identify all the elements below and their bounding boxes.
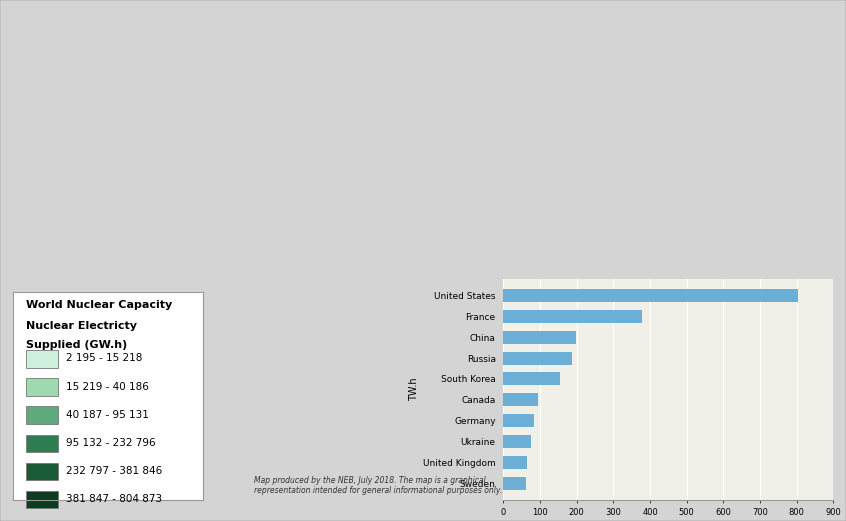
Text: Nuclear Electricty: Nuclear Electricty [26, 321, 137, 331]
Text: World Nuclear Capacity: World Nuclear Capacity [26, 300, 173, 310]
Text: Map produced by the NEB, July 2018. The map is a graphical
representation intend: Map produced by the NEB, July 2018. The … [254, 476, 502, 495]
Text: 15 219 - 40 186: 15 219 - 40 186 [66, 381, 149, 392]
Bar [503, 289, 799, 302]
Text: 2 195 - 15 218: 2 195 - 15 218 [66, 353, 142, 364]
FancyBboxPatch shape [26, 435, 58, 452]
Bar [503, 435, 531, 448]
Text: 381 847 - 804 873: 381 847 - 804 873 [66, 494, 162, 504]
FancyBboxPatch shape [26, 378, 58, 396]
FancyBboxPatch shape [26, 350, 58, 368]
Bar [503, 477, 525, 490]
Y-axis label: TW.h: TW.h [409, 378, 419, 401]
Bar [503, 393, 538, 406]
FancyBboxPatch shape [26, 406, 58, 424]
FancyBboxPatch shape [26, 491, 58, 508]
Bar [503, 373, 560, 386]
Text: Supplied (GW.h): Supplied (GW.h) [26, 340, 127, 350]
FancyBboxPatch shape [26, 463, 58, 480]
Text: 232 797 - 381 846: 232 797 - 381 846 [66, 466, 162, 476]
Bar [503, 352, 572, 365]
Bar [503, 414, 534, 427]
Bar [503, 309, 642, 322]
Text: 40 187 - 95 131: 40 187 - 95 131 [66, 410, 149, 420]
Text: 95 132 - 232 796: 95 132 - 232 796 [66, 438, 156, 448]
Bar [503, 331, 576, 344]
Bar [503, 456, 527, 469]
